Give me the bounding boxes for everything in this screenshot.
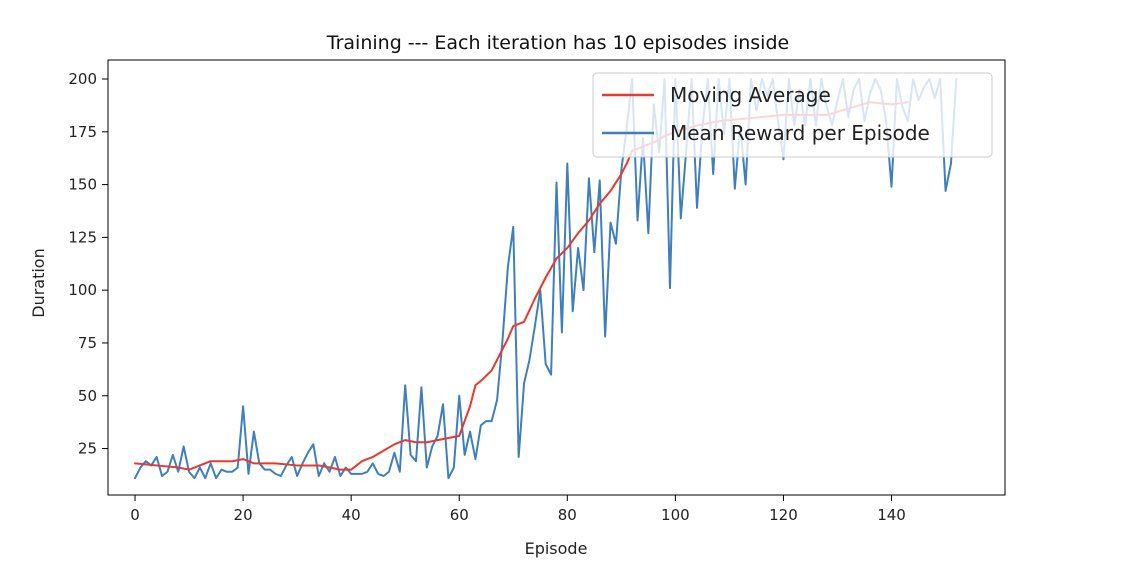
- y-tick-label: 25: [78, 440, 97, 458]
- x-axis-ticks: 0 20 40 60 80 100 120 140: [130, 495, 906, 524]
- y-tick-label: 50: [78, 387, 97, 405]
- legend: Moving Average Mean Reward per Episode: [592, 72, 993, 158]
- x-tick-label: 40: [342, 506, 361, 524]
- y-tick-label: 200: [68, 70, 97, 88]
- y-axis-label: Duration: [29, 248, 48, 318]
- legend-box: [592, 72, 993, 158]
- x-tick-label: 80: [558, 506, 577, 524]
- y-axis-ticks: 25 50 75 100 125 150 175 200: [68, 70, 108, 458]
- x-tick-label: 0: [130, 506, 140, 524]
- y-tick-label: 75: [78, 334, 97, 352]
- y-tick-label: 125: [68, 228, 97, 246]
- y-tick-label: 150: [68, 176, 97, 194]
- y-tick-label: 175: [68, 123, 97, 141]
- legend-label-moving-average: Moving Average: [670, 83, 831, 107]
- x-tick-label: 60: [450, 506, 469, 524]
- x-tick-label: 100: [661, 506, 690, 524]
- legend-label-mean-reward: Mean Reward per Episode: [670, 121, 930, 145]
- x-tick-label: 120: [769, 506, 798, 524]
- x-axis-label: Episode: [525, 539, 588, 558]
- y-tick-label: 100: [68, 281, 97, 299]
- chart-title: Training --- Each iteration has 10 episo…: [326, 32, 789, 54]
- x-tick-label: 20: [234, 506, 253, 524]
- x-tick-label: 140: [877, 506, 906, 524]
- plot-area: [107, 59, 1006, 496]
